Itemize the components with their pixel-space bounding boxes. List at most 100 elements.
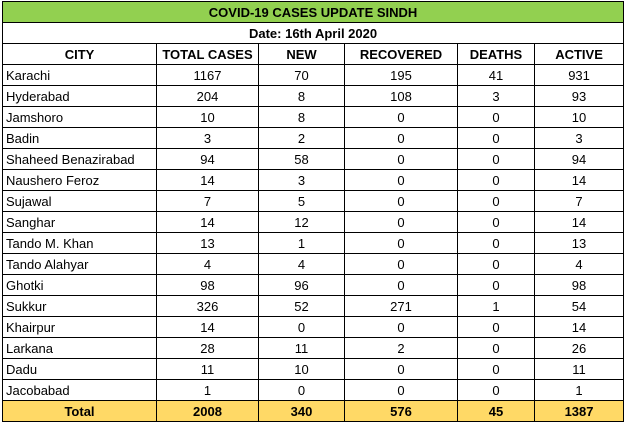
deaths-cell: 1 (457, 295, 535, 317)
new-cell: 0 (258, 379, 345, 401)
city-cell: Sanghar (2, 211, 157, 233)
city-cell: Sujawal (2, 190, 157, 212)
new-cell: 11 (258, 337, 345, 359)
total-active-sum: 1387 (533, 400, 625, 422)
total-cases-cell: 14 (156, 316, 259, 338)
table-row: Hyderabad 204 8 108 3 93 (2, 85, 625, 107)
new-cell: 3 (258, 169, 345, 191)
total-cases-cell: 3 (156, 127, 259, 149)
new-cell: 2 (258, 127, 345, 149)
new-cell: 0 (258, 316, 345, 338)
recovered-cell: 108 (344, 85, 458, 107)
active-cell: 14 (533, 169, 625, 191)
city-cell: Jacobabad (2, 379, 157, 401)
city-cell: Dadu (2, 358, 157, 380)
recovered-cell: 2 (344, 337, 458, 359)
table-row: Ghotki 98 96 0 0 98 (2, 274, 625, 296)
new-cell: 58 (258, 148, 345, 170)
recovered-cell: 195 (344, 64, 458, 86)
deaths-cell: 0 (457, 379, 535, 401)
recovered-cell: 0 (344, 190, 458, 212)
table-row: Jacobabad 1 0 0 0 1 (2, 379, 625, 401)
table-row: Sanghar 14 12 0 0 14 (2, 211, 625, 233)
active-cell: 3 (533, 127, 625, 149)
recovered-cell: 0 (344, 274, 458, 296)
city-cell: Shaheed Benazirabad (2, 148, 157, 170)
deaths-cell: 0 (457, 148, 535, 170)
deaths-cell: 0 (457, 211, 535, 233)
city-cell: Karachi (2, 64, 157, 86)
total-cases-cell: 204 (156, 85, 259, 107)
deaths-cell: 0 (457, 337, 535, 359)
total-cases-cell: 326 (156, 295, 259, 317)
new-cell: 12 (258, 211, 345, 233)
recovered-cell: 0 (344, 148, 458, 170)
date-row: Date: 16th April 2020 (1, 22, 625, 44)
recovered-cell: 0 (344, 106, 458, 128)
active-cell: 54 (533, 295, 625, 317)
total-cases-cell: 4 (156, 253, 259, 275)
new-cell: 96 (258, 274, 345, 296)
column-header-new: NEW (258, 43, 345, 65)
active-cell: 26 (533, 337, 625, 359)
new-cell: 8 (258, 106, 345, 128)
recovered-cell: 0 (344, 127, 458, 149)
table-row: Larkana 28 11 2 0 26 (2, 337, 625, 359)
total-new-sum: 340 (258, 400, 345, 422)
total-cases-sum: 2008 (156, 400, 259, 422)
deaths-cell: 0 (457, 127, 535, 149)
column-header-active: ACTIVE (533, 43, 625, 65)
new-cell: 8 (258, 85, 345, 107)
total-cases-cell: 13 (156, 232, 259, 254)
total-label: Total (2, 400, 157, 422)
new-cell: 1 (258, 232, 345, 254)
active-cell: 14 (533, 316, 625, 338)
deaths-cell: 0 (457, 169, 535, 191)
active-cell: 94 (533, 148, 625, 170)
deaths-cell: 0 (457, 232, 535, 254)
deaths-cell: 3 (457, 85, 535, 107)
new-cell: 52 (258, 295, 345, 317)
city-cell: Badin (2, 127, 157, 149)
deaths-cell: 0 (457, 316, 535, 338)
column-header-deaths: DEATHS (457, 43, 535, 65)
active-cell: 1 (533, 379, 625, 401)
recovered-cell: 271 (344, 295, 458, 317)
recovered-cell: 0 (344, 316, 458, 338)
city-cell: Jamshoro (2, 106, 157, 128)
table-row: Badin 3 2 0 0 3 (2, 127, 625, 149)
total-cases-cell: 14 (156, 211, 259, 233)
recovered-cell: 0 (344, 253, 458, 275)
city-cell: Hyderabad (2, 85, 157, 107)
active-cell: 13 (533, 232, 625, 254)
report-date: Date: 16th April 2020 (1, 22, 625, 44)
total-cases-cell: 1 (156, 379, 259, 401)
table-row: Shaheed Benazirabad 94 58 0 0 94 (2, 148, 625, 170)
new-cell: 5 (258, 190, 345, 212)
active-cell: 93 (533, 85, 625, 107)
table-row: Naushero Feroz 14 3 0 0 14 (2, 169, 625, 191)
deaths-cell: 0 (457, 253, 535, 275)
table-row: Tando M. Khan 13 1 0 0 13 (2, 232, 625, 254)
deaths-cell: 0 (457, 106, 535, 128)
total-cases-cell: 28 (156, 337, 259, 359)
total-cases-cell: 10 (156, 106, 259, 128)
table-row: Sukkur 326 52 271 1 54 (2, 295, 625, 317)
deaths-cell: 0 (457, 358, 535, 380)
title-row: COVID-19 CASES UPDATE SINDH (1, 1, 625, 23)
recovered-cell: 0 (344, 232, 458, 254)
city-cell: Tando M. Khan (2, 232, 157, 254)
column-header-city: CITY (2, 43, 157, 65)
total-cases-cell: 7 (156, 190, 259, 212)
total-cases-cell: 11 (156, 358, 259, 380)
active-cell: 11 (533, 358, 625, 380)
city-cell: Sukkur (2, 295, 157, 317)
deaths-cell: 41 (457, 64, 535, 86)
new-cell: 10 (258, 358, 345, 380)
active-cell: 4 (533, 253, 625, 275)
deaths-cell: 0 (457, 190, 535, 212)
column-header-recovered: RECOVERED (344, 43, 458, 65)
city-cell: Larkana (2, 337, 157, 359)
total-cases-cell: 14 (156, 169, 259, 191)
